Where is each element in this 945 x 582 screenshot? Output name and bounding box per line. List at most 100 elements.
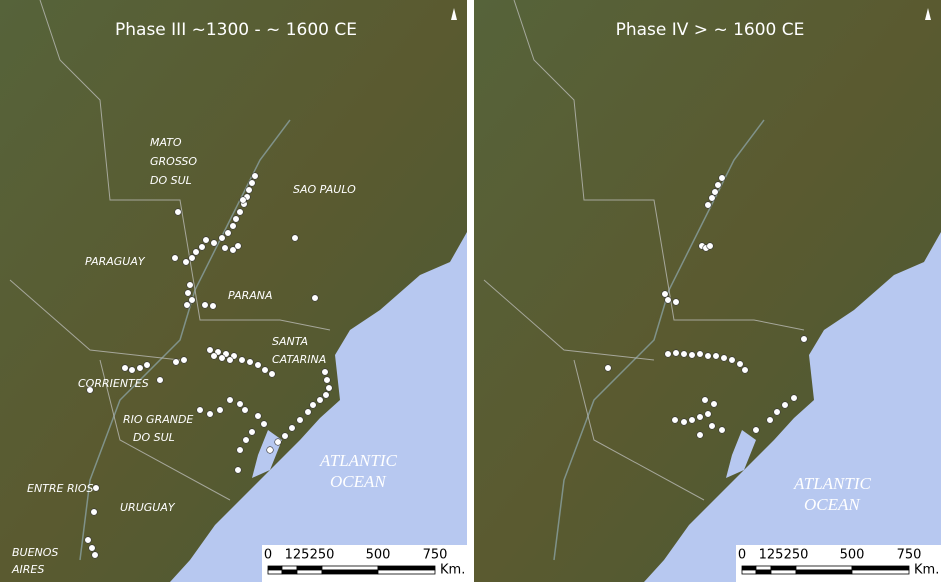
region-label: RIO GRANDE bbox=[123, 413, 193, 426]
site-marker bbox=[704, 201, 712, 209]
scale-bg bbox=[262, 545, 467, 582]
scale-label: 125 bbox=[759, 548, 784, 563]
site-marker bbox=[251, 172, 259, 180]
region-label: AIRES bbox=[11, 563, 44, 576]
region-label: CORRIENTES bbox=[78, 377, 149, 390]
scale-segment bbox=[851, 565, 910, 571]
site-marker bbox=[229, 222, 237, 230]
site-marker bbox=[234, 242, 242, 250]
site-marker bbox=[234, 466, 242, 474]
scale-label: 750 bbox=[423, 548, 448, 563]
site-marker bbox=[84, 536, 92, 544]
region-label: MATO bbox=[150, 136, 182, 149]
scale-segment bbox=[377, 565, 436, 571]
site-marker bbox=[325, 384, 333, 392]
site-marker bbox=[226, 356, 234, 364]
site-marker bbox=[128, 366, 136, 374]
site-marker bbox=[196, 406, 204, 414]
site-marker bbox=[156, 376, 164, 384]
site-marker bbox=[710, 400, 718, 408]
site-marker bbox=[248, 179, 256, 187]
site-marker bbox=[688, 351, 696, 359]
scale-label: 250 bbox=[310, 548, 335, 563]
site-marker bbox=[136, 364, 144, 372]
site-marker bbox=[143, 361, 151, 369]
ocean bbox=[170, 232, 467, 582]
scale-segment bbox=[281, 569, 298, 575]
site-marker bbox=[664, 350, 672, 358]
site-marker bbox=[224, 229, 232, 237]
site-marker bbox=[182, 258, 190, 266]
scale-segment bbox=[851, 569, 910, 575]
region-label: SAO PAULO bbox=[293, 183, 356, 196]
site-marker bbox=[708, 422, 716, 430]
site-marker bbox=[218, 234, 226, 242]
site-marker bbox=[661, 290, 669, 298]
scale-segment bbox=[795, 565, 853, 571]
site-marker bbox=[704, 352, 712, 360]
site-marker bbox=[184, 289, 192, 297]
site-marker bbox=[236, 400, 244, 408]
site-marker bbox=[248, 428, 256, 436]
site-marker bbox=[291, 234, 299, 242]
site-marker bbox=[238, 356, 246, 364]
scale-segment bbox=[267, 565, 283, 571]
site-marker bbox=[706, 242, 714, 250]
site-marker bbox=[246, 358, 254, 366]
site-marker bbox=[672, 298, 680, 306]
site-marker bbox=[201, 301, 209, 309]
site-marker bbox=[728, 356, 736, 364]
site-marker bbox=[781, 401, 789, 409]
site-marker bbox=[672, 349, 680, 357]
scale-segment bbox=[770, 569, 797, 575]
site-marker bbox=[174, 208, 182, 216]
site-marker bbox=[226, 396, 234, 404]
border bbox=[483, 0, 805, 501]
scale-label: 250 bbox=[784, 548, 809, 563]
ocean-label: OCEAN bbox=[804, 495, 861, 514]
scale-segment bbox=[795, 569, 853, 575]
site-marker bbox=[209, 302, 217, 310]
region-label: GROSSO bbox=[150, 155, 197, 168]
site-marker bbox=[316, 396, 324, 404]
site-marker bbox=[790, 394, 798, 402]
site-marker bbox=[718, 174, 726, 182]
site-marker bbox=[714, 181, 722, 189]
site-marker bbox=[309, 401, 317, 409]
scale-label: 500 bbox=[366, 548, 391, 563]
site-marker bbox=[216, 406, 224, 414]
site-marker bbox=[171, 254, 179, 262]
site-marker bbox=[236, 208, 244, 216]
region-label: CATARINA bbox=[272, 353, 326, 366]
lagoon bbox=[726, 430, 756, 478]
site-marker bbox=[281, 432, 289, 440]
site-marker bbox=[323, 376, 331, 384]
site-marker bbox=[221, 244, 229, 252]
site-marker bbox=[192, 248, 200, 256]
site-marker bbox=[680, 350, 688, 358]
site-marker bbox=[90, 508, 98, 516]
scale-label: 500 bbox=[840, 548, 865, 563]
region-label: BUENOS bbox=[12, 546, 58, 559]
scale-label: 750 bbox=[897, 548, 922, 563]
site-marker bbox=[241, 406, 249, 414]
site-marker bbox=[92, 484, 100, 492]
site-marker bbox=[718, 426, 726, 434]
river bbox=[553, 119, 765, 561]
site-marker bbox=[198, 243, 206, 251]
site-marker bbox=[261, 366, 269, 374]
site-marker bbox=[696, 431, 704, 439]
scale-segment bbox=[755, 569, 772, 575]
map-panel: Phase III ~1300 - ~ 1600 CE MATO GROSSO DO … bbox=[0, 0, 467, 582]
site-marker bbox=[254, 412, 262, 420]
site-marker bbox=[736, 360, 744, 368]
scale-segment bbox=[281, 565, 298, 571]
scale-segment bbox=[755, 565, 772, 571]
scale-unit: Km. bbox=[440, 563, 465, 578]
site-marker bbox=[741, 366, 749, 374]
site-marker bbox=[712, 352, 720, 360]
river bbox=[79, 119, 291, 561]
site-marker bbox=[121, 364, 129, 372]
site-marker bbox=[322, 391, 330, 399]
